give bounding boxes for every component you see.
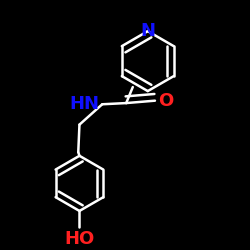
Text: N: N	[140, 22, 155, 40]
Text: HN: HN	[70, 95, 100, 113]
Text: HO: HO	[64, 230, 94, 248]
Text: O: O	[158, 92, 174, 110]
